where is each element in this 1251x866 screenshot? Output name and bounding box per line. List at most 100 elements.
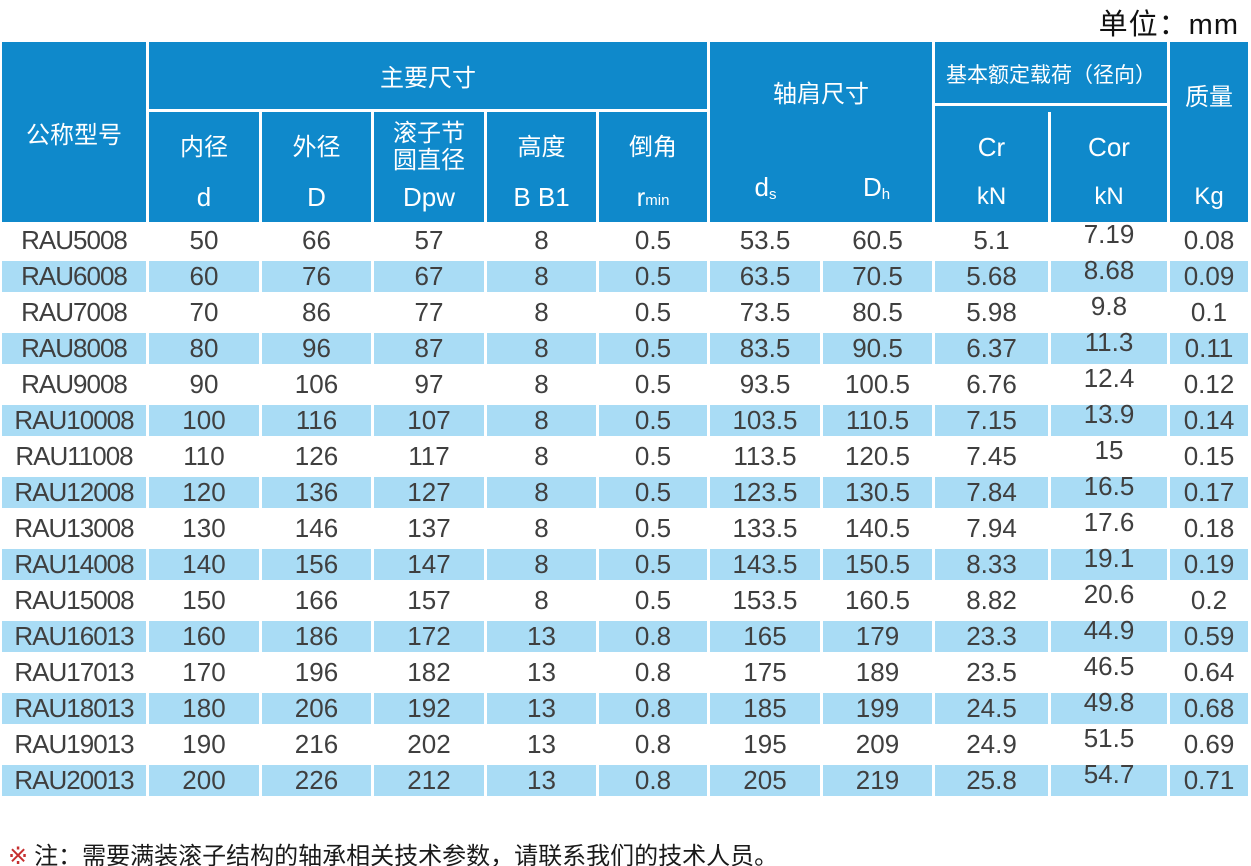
- cell-B: 8: [484, 294, 596, 330]
- cell-d: 190: [146, 726, 259, 762]
- cell-Cr: 23.3: [932, 618, 1048, 654]
- cell-Kg: 0.09: [1167, 258, 1248, 294]
- cell-rmin: 0.5: [596, 294, 707, 330]
- cell-ds: 205: [707, 762, 820, 798]
- cell-rmin: 0.5: [596, 366, 707, 402]
- cell-d: 180: [146, 690, 259, 726]
- cell-ds: 63.5: [707, 258, 820, 294]
- footnote-text: 注：需要满装滚子结构的轴承相关技术参数，请联系我们的技术人员。: [34, 843, 779, 866]
- cell-B: 8: [484, 330, 596, 366]
- cell-ds: 93.5: [707, 366, 820, 402]
- cell-Dpw: 202: [371, 726, 484, 762]
- cell-Dh: 209: [820, 726, 932, 762]
- cell-D: 216: [259, 726, 371, 762]
- cell-Dh: 219: [820, 762, 932, 798]
- cell-Dpw: 97: [371, 366, 484, 402]
- cell-ds: 175: [707, 654, 820, 690]
- header-cr: Cr kN: [932, 112, 1048, 222]
- cell-Kg: 0.08: [1167, 222, 1248, 258]
- cell-B: 8: [484, 258, 596, 294]
- cell-Dpw: 212: [371, 762, 484, 798]
- cell-model: RAU11008: [2, 438, 146, 474]
- cell-D: 146: [259, 510, 371, 546]
- cell-ds: 53.5: [707, 222, 820, 258]
- cell-D: 136: [259, 474, 371, 510]
- cell-d: 50: [146, 222, 259, 258]
- cell-Cr: 7.94: [932, 510, 1048, 546]
- header-load-rating-group: 基本额定载荷（径向）: [932, 42, 1167, 112]
- cell-Dpw: 87: [371, 330, 484, 366]
- cell-Cr: 6.76: [932, 366, 1048, 402]
- cell-B: 8: [484, 222, 596, 258]
- cell-ds: 185: [707, 690, 820, 726]
- cell-ds: 113.5: [707, 438, 820, 474]
- cell-model: RAU17013: [2, 654, 146, 690]
- cell-rmin: 0.8: [596, 762, 707, 798]
- cell-Kg: 0.14: [1167, 402, 1248, 438]
- cell-B: 8: [484, 546, 596, 582]
- header-inner-diameter: 内径 d: [146, 112, 259, 222]
- cell-rmin: 0.5: [596, 330, 707, 366]
- cell-Kg: 0.68: [1167, 690, 1248, 726]
- cell-Cr: 5.98: [932, 294, 1048, 330]
- cell-D: 126: [259, 438, 371, 474]
- bearing-spec-table: 公称型号 主要尺寸 内径 d 外径 D 滚子节 圆直径 Dpw 高度 B B1 …: [2, 42, 1248, 798]
- cell-B: 13: [484, 762, 596, 798]
- cell-model: RAU6008: [2, 258, 146, 294]
- cell-Dh: 80.5: [820, 294, 932, 330]
- cell-D: 166: [259, 582, 371, 618]
- cell-model: RAU8008: [2, 330, 146, 366]
- cell-Dpw: 147: [371, 546, 484, 582]
- cell-ds: 153.5: [707, 582, 820, 618]
- cell-d: 160: [146, 618, 259, 654]
- cell-Dh: 120.5: [820, 438, 932, 474]
- header-outer-diameter: 外径 D: [259, 112, 371, 222]
- cell-d: 80: [146, 330, 259, 366]
- cell-rmin: 0.5: [596, 258, 707, 294]
- cell-rmin: 0.8: [596, 654, 707, 690]
- cell-model: RAU19013: [2, 726, 146, 762]
- cell-Kg: 0.12: [1167, 366, 1248, 402]
- cell-ds: 143.5: [707, 546, 820, 582]
- cell-rmin: 0.8: [596, 618, 707, 654]
- cell-model: RAU5008: [2, 222, 146, 258]
- cell-model: RAU7008: [2, 294, 146, 330]
- cell-model: RAU13008: [2, 510, 146, 546]
- cell-ds: 165: [707, 618, 820, 654]
- cell-Kg: 0.19: [1167, 546, 1248, 582]
- cell-rmin: 0.5: [596, 474, 707, 510]
- cell-Dpw: 117: [371, 438, 484, 474]
- cell-ds: 73.5: [707, 294, 820, 330]
- cell-B: 8: [484, 582, 596, 618]
- cell-Kg: 0.15: [1167, 438, 1248, 474]
- cell-Kg: 0.18: [1167, 510, 1248, 546]
- cell-Cor: 12.4: [1048, 363, 1167, 402]
- cell-Cr: 24.5: [932, 690, 1048, 726]
- cell-Dh: 140.5: [820, 510, 932, 546]
- header-model: 公称型号: [2, 42, 146, 222]
- cell-Cr: 8.82: [932, 582, 1048, 618]
- cell-Cr: 5.68: [932, 258, 1048, 294]
- cell-model: RAU18013: [2, 690, 146, 726]
- cell-rmin: 0.5: [596, 438, 707, 474]
- cell-Cor: 7.19: [1048, 219, 1167, 258]
- cell-ds: 123.5: [707, 474, 820, 510]
- cell-d: 110: [146, 438, 259, 474]
- cell-model: RAU12008: [2, 474, 146, 510]
- cell-B: 8: [484, 510, 596, 546]
- cell-Cr: 23.5: [932, 654, 1048, 690]
- cell-Cr: 7.45: [932, 438, 1048, 474]
- cell-Cor: 11.3: [1048, 327, 1167, 366]
- cell-Dpw: 182: [371, 654, 484, 690]
- cell-D: 106: [259, 366, 371, 402]
- cell-Cor: 44.9: [1048, 615, 1167, 654]
- cell-Kg: 0.69: [1167, 726, 1248, 762]
- cell-model: RAU9008: [2, 366, 146, 402]
- cell-B: 8: [484, 402, 596, 438]
- footnote-marker: ※: [8, 843, 29, 866]
- cell-Dh: 199: [820, 690, 932, 726]
- cell-ds: 103.5: [707, 402, 820, 438]
- cell-Dpw: 137: [371, 510, 484, 546]
- cell-D: 76: [259, 258, 371, 294]
